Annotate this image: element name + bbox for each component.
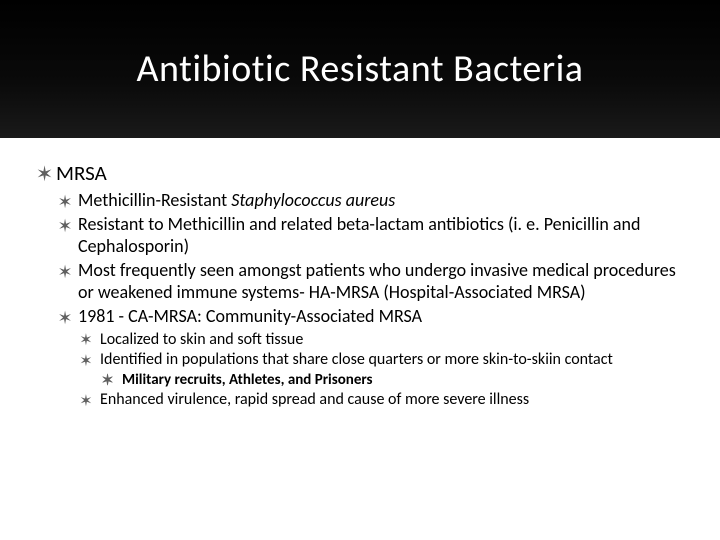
bullet-level3: ✶ Identified in populations that share c… xyxy=(34,350,686,370)
bullet-text: Localized to skin and soft tissue xyxy=(100,330,303,349)
slide-header: Antibiotic Resistant Bacteria xyxy=(0,0,720,138)
asterisk-icon: ✶ xyxy=(100,372,115,390)
bullet-text: Identified in populations that share clo… xyxy=(100,350,613,369)
bullet-text: Methicillin-Resistant Staphylococcus aur… xyxy=(78,189,395,211)
asterisk-icon: ✶ xyxy=(78,331,94,351)
bullet-level3: ✶ Localized to skin and soft tissue xyxy=(34,330,686,350)
asterisk-icon: ✶ xyxy=(34,162,55,187)
bullet-level1: ✶ MRSA xyxy=(34,160,686,186)
asterisk-icon: ✶ xyxy=(56,308,74,330)
bullet-text: 1981 - CA-MRSA: Community-Associated MRS… xyxy=(78,305,422,327)
bullet-text: MRSA xyxy=(56,160,107,186)
slide-body: ✶ MRSA ✶ Methicillin-Resistant Staphyloc… xyxy=(0,138,720,421)
bullet-level4: ✶ Military recruits, Athletes, and Priso… xyxy=(34,371,686,389)
asterisk-icon: ✶ xyxy=(56,216,74,238)
bullet-text: Enhanced virulence, rapid spread and cau… xyxy=(100,390,529,409)
bullet-level2: ✶ Resistant to Methicillin and related b… xyxy=(34,214,686,258)
slide-title: Antibiotic Resistant Bacteria xyxy=(136,46,583,92)
bullet-text: Resistant to Methicillin and related bet… xyxy=(78,213,640,257)
bullet-text: Military recruits, Athletes, and Prisone… xyxy=(122,371,373,389)
bullet-level2: ✶ Most frequently seen amongst patients … xyxy=(34,260,686,304)
asterisk-icon: ✶ xyxy=(78,352,94,372)
asterisk-icon: ✶ xyxy=(78,392,94,412)
asterisk-icon: ✶ xyxy=(56,262,74,284)
bullet-level3: ✶ Enhanced virulence, rapid spread and c… xyxy=(34,390,686,410)
bullet-text: Most frequently seen amongst patients wh… xyxy=(78,259,676,303)
bullet-level2: ✶ 1981 - CA-MRSA: Community-Associated M… xyxy=(34,306,686,328)
asterisk-icon: ✶ xyxy=(56,192,74,214)
bullet-level2: ✶ Methicillin-Resistant Staphylococcus a… xyxy=(34,190,686,212)
